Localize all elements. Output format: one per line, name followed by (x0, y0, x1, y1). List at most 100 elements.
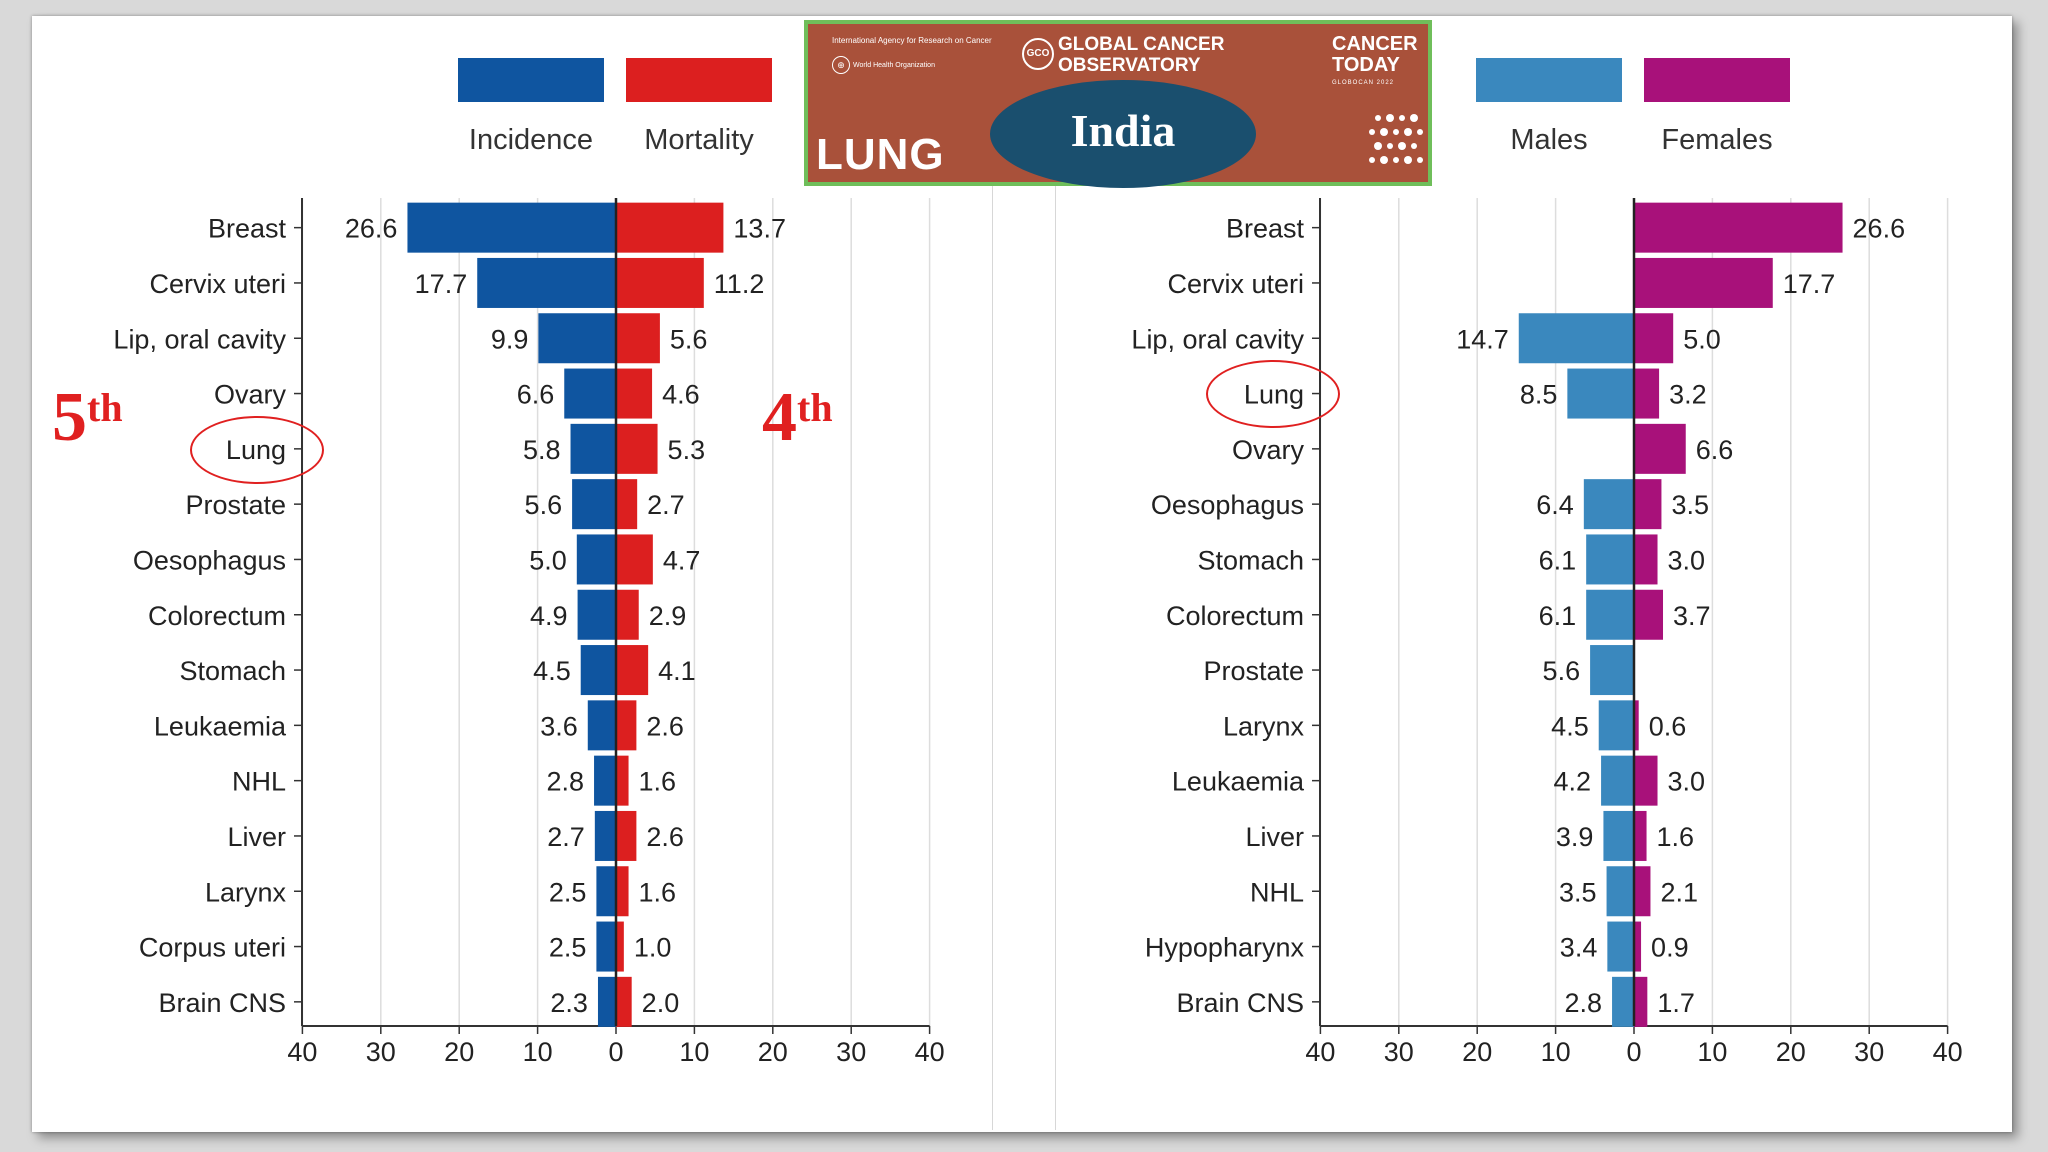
bar-incidence (580, 645, 616, 696)
data-label-mortality: 11.2 (714, 269, 765, 299)
bar-incidence (594, 755, 616, 806)
data-label-incidence: 4.5 (533, 656, 571, 686)
data-label-mortality: 2.9 (649, 601, 687, 631)
bar-incidence (594, 810, 616, 861)
bar-mortality (616, 479, 638, 530)
bar-males (1590, 645, 1634, 696)
lung-highlight-oval-left (190, 416, 324, 484)
category-label: Stomach (179, 656, 286, 686)
lung-highlight-oval-right (1206, 360, 1340, 428)
bar-females (1634, 810, 1647, 861)
mortality-rank-number: 4 (762, 379, 797, 456)
legend-label-males: Males (1510, 124, 1588, 156)
data-label-incidence: 5.0 (529, 545, 567, 575)
bar-incidence (570, 423, 616, 474)
bar-females (1634, 921, 1642, 972)
data-label-males: 6.1 (1539, 545, 1577, 575)
x-tick-label: 30 (836, 1037, 866, 1067)
legend-swatch-males (1476, 58, 1622, 102)
x-tick-label: 40 (287, 1037, 317, 1067)
panel-divider (992, 20, 993, 1130)
data-label-incidence: 5.8 (523, 435, 561, 465)
bar-females (1634, 479, 1662, 530)
data-label-females: 17.7 (1783, 269, 1836, 299)
x-tick-label: 0 (1626, 1037, 1641, 1067)
bar-females (1634, 534, 1658, 585)
data-label-mortality: 4.7 (663, 545, 701, 575)
data-label-males: 6.1 (1539, 601, 1577, 631)
category-label: Hypopharynx (1145, 933, 1305, 963)
bar-mortality (616, 645, 649, 696)
bar-mortality (616, 423, 658, 474)
bar-incidence (596, 866, 616, 917)
data-label-females: 2.1 (1660, 877, 1698, 907)
data-label-females: 0.9 (1651, 933, 1689, 963)
bar-females (1634, 313, 1674, 364)
data-label-mortality: 13.7 (733, 214, 786, 244)
data-label-mortality: 1.6 (639, 877, 677, 907)
category-label: Ovary (1232, 435, 1305, 465)
incidence-rank-annotation: 5th (52, 378, 123, 458)
bar-incidence (572, 479, 616, 530)
country-name: India (1070, 105, 1176, 156)
bar-females (1634, 700, 1639, 751)
x-tick-label: 40 (1305, 1037, 1335, 1067)
data-label-incidence: 2.8 (547, 767, 585, 797)
legend-swatch-females (1644, 58, 1790, 102)
bar-incidence (596, 921, 616, 972)
x-tick-label: 0 (608, 1037, 623, 1067)
bar-incidence (538, 313, 616, 364)
bar-males (1518, 313, 1634, 364)
category-label: Brain CNS (1176, 988, 1304, 1018)
bar-mortality (616, 313, 660, 364)
data-label-mortality: 4.6 (662, 380, 700, 410)
data-label-females: 1.6 (1657, 822, 1695, 852)
data-label-females: 6.6 (1696, 435, 1734, 465)
iarc-text: International Agency for Research on Can… (832, 36, 992, 45)
bar-mortality (616, 755, 629, 806)
data-label-females: 3.0 (1668, 545, 1706, 575)
bar-females (1634, 423, 1686, 474)
category-label: Larynx (1223, 711, 1305, 741)
category-label: Ovary (214, 380, 287, 410)
data-label-males: 3.5 (1559, 877, 1597, 907)
country-oval (990, 80, 1256, 188)
data-label-mortality: 1.6 (639, 767, 677, 797)
bar-males (1607, 921, 1634, 972)
x-tick-label: 20 (444, 1037, 474, 1067)
data-label-mortality: 2.6 (646, 822, 684, 852)
bar-males (1567, 368, 1634, 419)
data-label-females: 3.2 (1669, 380, 1707, 410)
data-label-incidence: 3.6 (540, 711, 578, 741)
who-logo-icon: ⊕ (832, 56, 850, 74)
bar-mortality (616, 534, 653, 585)
bar-incidence (577, 589, 616, 640)
mortality-rank-annotation: 4th (762, 378, 833, 458)
x-tick-label: 40 (915, 1037, 945, 1067)
who-text: ⊕ World Health Organization (832, 56, 952, 74)
data-label-females: 3.5 (1671, 490, 1709, 520)
data-label-incidence: 17.7 (415, 269, 468, 299)
bar-incidence (564, 368, 616, 419)
bar-males (1586, 589, 1634, 640)
category-label: Corpus uteri (139, 933, 286, 963)
category-label: Lip, oral cavity (1131, 324, 1304, 354)
data-label-males: 3.4 (1560, 933, 1598, 963)
bar-mortality (616, 700, 637, 751)
bar-females (1634, 202, 1843, 253)
data-label-males: 3.9 (1556, 822, 1594, 852)
data-label-incidence: 5.6 (525, 490, 563, 520)
data-label-mortality: 4.1 (658, 656, 696, 686)
legend-label-incidence: Incidence (468, 124, 594, 156)
legend-swatch-incidence (458, 58, 604, 102)
bar-incidence (576, 534, 616, 585)
legend-swatch-mortality (626, 58, 772, 102)
incidence-rank-suffix: th (87, 385, 123, 430)
data-label-males: 6.4 (1536, 490, 1574, 520)
x-tick-label: 10 (1541, 1037, 1571, 1067)
data-label-incidence: 9.9 (491, 324, 529, 354)
data-label-mortality: 1.0 (634, 933, 672, 963)
category-label: Colorectum (1166, 601, 1304, 631)
category-label: Leukaemia (154, 711, 287, 741)
category-label: Cervix uteri (1167, 269, 1304, 299)
